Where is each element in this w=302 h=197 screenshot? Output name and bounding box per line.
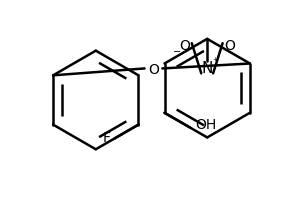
Text: O: O: [224, 39, 235, 53]
Text: F: F: [103, 131, 111, 145]
Text: OH: OH: [195, 118, 216, 132]
Text: −: −: [173, 47, 181, 57]
Text: N: N: [201, 61, 213, 76]
Text: O: O: [148, 63, 159, 77]
Text: O: O: [179, 39, 190, 53]
Text: ⁺: ⁺: [213, 57, 218, 67]
